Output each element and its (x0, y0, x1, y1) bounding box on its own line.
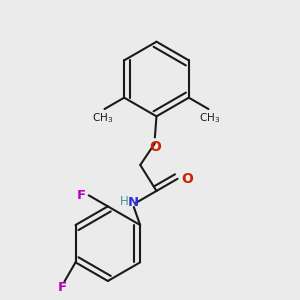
Text: O: O (181, 172, 193, 186)
Text: F: F (57, 281, 67, 294)
Text: N: N (128, 196, 140, 209)
Text: O: O (149, 140, 161, 154)
Text: F: F (77, 189, 86, 202)
Text: H: H (119, 195, 128, 208)
Text: CH$_3$: CH$_3$ (92, 112, 113, 125)
Text: CH$_3$: CH$_3$ (200, 112, 221, 125)
